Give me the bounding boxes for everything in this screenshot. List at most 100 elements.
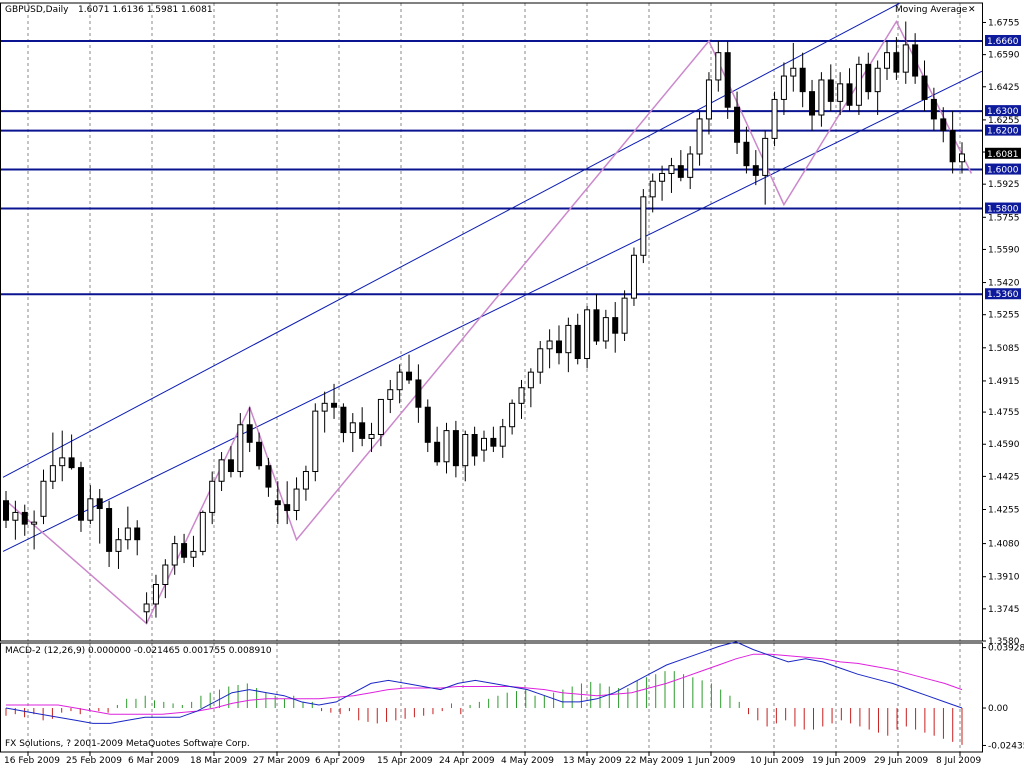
candle-body	[96, 498, 103, 510]
x-tick-label: 29 Jun 2009	[874, 756, 928, 766]
candle-body	[462, 434, 469, 467]
candle-body	[12, 511, 19, 521]
candle-body	[809, 91, 816, 116]
candle-body	[527, 371, 534, 389]
candle-body	[696, 118, 703, 155]
candle-body	[284, 504, 291, 511]
candle-body	[49, 465, 56, 482]
candle-body	[640, 196, 647, 256]
candle-body	[3, 500, 9, 521]
candle-body	[555, 340, 562, 354]
y-tick-label: 1.6425	[988, 83, 1020, 93]
candle-body	[780, 75, 787, 100]
hline-label-text: 1.5800	[987, 205, 1019, 215]
candle-body	[818, 79, 825, 116]
y-tick-label: 1.4755	[988, 408, 1020, 418]
candle-body	[134, 527, 141, 541]
price-axis: 1.67551.65901.64251.62551.60901.59251.57…	[982, 18, 1021, 647]
x-tick-label: 6 Mar 2009	[128, 756, 180, 766]
hline-label-bg	[985, 163, 1021, 175]
candle-body	[256, 441, 263, 467]
channel-upper-line	[2, 2, 901, 478]
candle-body	[949, 130, 956, 163]
y-tick-label: 1.5925	[988, 180, 1020, 190]
candle-body	[237, 424, 244, 473]
candle-body	[349, 422, 356, 434]
macd-panel	[5, 641, 963, 745]
candle-body	[827, 79, 834, 102]
candle-body	[31, 521, 38, 525]
candle-body	[77, 467, 84, 521]
candle-body	[181, 543, 188, 558]
indicator-label: Moving Average	[895, 5, 968, 15]
x-tick-label: 15 Apr 2009	[377, 756, 433, 766]
macd-y-tick-label: 0.039287	[988, 644, 1024, 654]
copyright-label: FX Solutions, ? 2001-2009 MetaQuotes Sof…	[5, 739, 250, 749]
candle-body	[677, 165, 684, 178]
candle-body	[124, 527, 131, 541]
candle-body	[87, 498, 94, 521]
current-price-text: 1.6081	[987, 150, 1019, 160]
candle-body	[724, 52, 731, 108]
candle-body	[209, 480, 216, 513]
candle-body	[584, 309, 591, 360]
y-tick-label: 1.5085	[988, 344, 1020, 354]
candle-body	[865, 63, 872, 93]
hline-label-text: 1.6660	[987, 37, 1019, 47]
y-tick-label: 1.3580	[988, 637, 1020, 647]
macd-y-tick-label: -0.02435	[988, 741, 1024, 751]
x-tick-label: 22 May 2009	[625, 756, 684, 766]
x-tick-label: 6 Apr 2009	[315, 756, 365, 766]
x-tick-label: 24 Apr 2009	[439, 756, 495, 766]
candle-body	[940, 118, 947, 132]
y-tick-label: 1.3745	[988, 605, 1020, 615]
panel-frames	[0, 2, 983, 753]
candle-body	[424, 406, 431, 443]
trend-channel[interactable]	[2, 2, 983, 552]
candle-body	[406, 371, 413, 381]
candle-body	[799, 67, 806, 93]
ohlc-label: 1.6071 1.6136 1.5981 1.6081	[78, 5, 213, 15]
candle-body	[246, 424, 253, 443]
y-tick-label: 1.4255	[988, 506, 1020, 516]
candle-body	[752, 165, 759, 176]
y-tick-label: 1.5755	[988, 213, 1020, 223]
candle-body	[321, 402, 328, 412]
candle-body	[152, 584, 159, 605]
hline-label: 1.5800	[985, 202, 1021, 215]
candle-body	[396, 371, 403, 391]
candle-body	[106, 508, 113, 552]
x-tick-label: 16 Feb 2009	[4, 756, 60, 766]
candle-body	[846, 83, 853, 106]
candle-body	[509, 402, 516, 428]
x-tick-label: 19 Jun 2009	[812, 756, 866, 766]
candle-body	[771, 98, 778, 139]
candle-body	[274, 500, 281, 506]
candle-body	[143, 603, 150, 613]
candle-body	[743, 141, 750, 167]
macd-signal-line	[6, 653, 963, 715]
candle-body	[452, 430, 459, 467]
macd-panel-frame	[0, 642, 983, 753]
candle-body	[331, 402, 338, 408]
x-tick-label: 8 Jul 2009	[936, 756, 981, 766]
candle-body	[602, 317, 609, 342]
candle-body	[40, 480, 47, 517]
hline-label-bg	[985, 124, 1021, 136]
candle-body	[546, 340, 553, 350]
candle-body	[312, 410, 319, 473]
candle-body	[21, 511, 28, 525]
horizontal-lines[interactable]: 1.6660 1.6300 1.6200 1.6000 1.5800 1.5360	[1, 34, 1021, 300]
candle-body	[790, 67, 797, 77]
hline-label-bg	[985, 202, 1021, 214]
hline-label: 1.6000	[985, 163, 1021, 176]
y-tick-label: 1.5420	[988, 279, 1020, 289]
close-icon[interactable]: ✕	[968, 5, 976, 15]
candle-body	[874, 67, 881, 93]
candle-body	[415, 379, 422, 408]
hline-label-bg	[985, 34, 1021, 46]
current-price-label: 1.6081	[985, 147, 1021, 160]
hline-label-text: 1.6000	[987, 166, 1019, 176]
candle-body	[115, 539, 122, 552]
hline-label-bg	[985, 288, 1021, 300]
